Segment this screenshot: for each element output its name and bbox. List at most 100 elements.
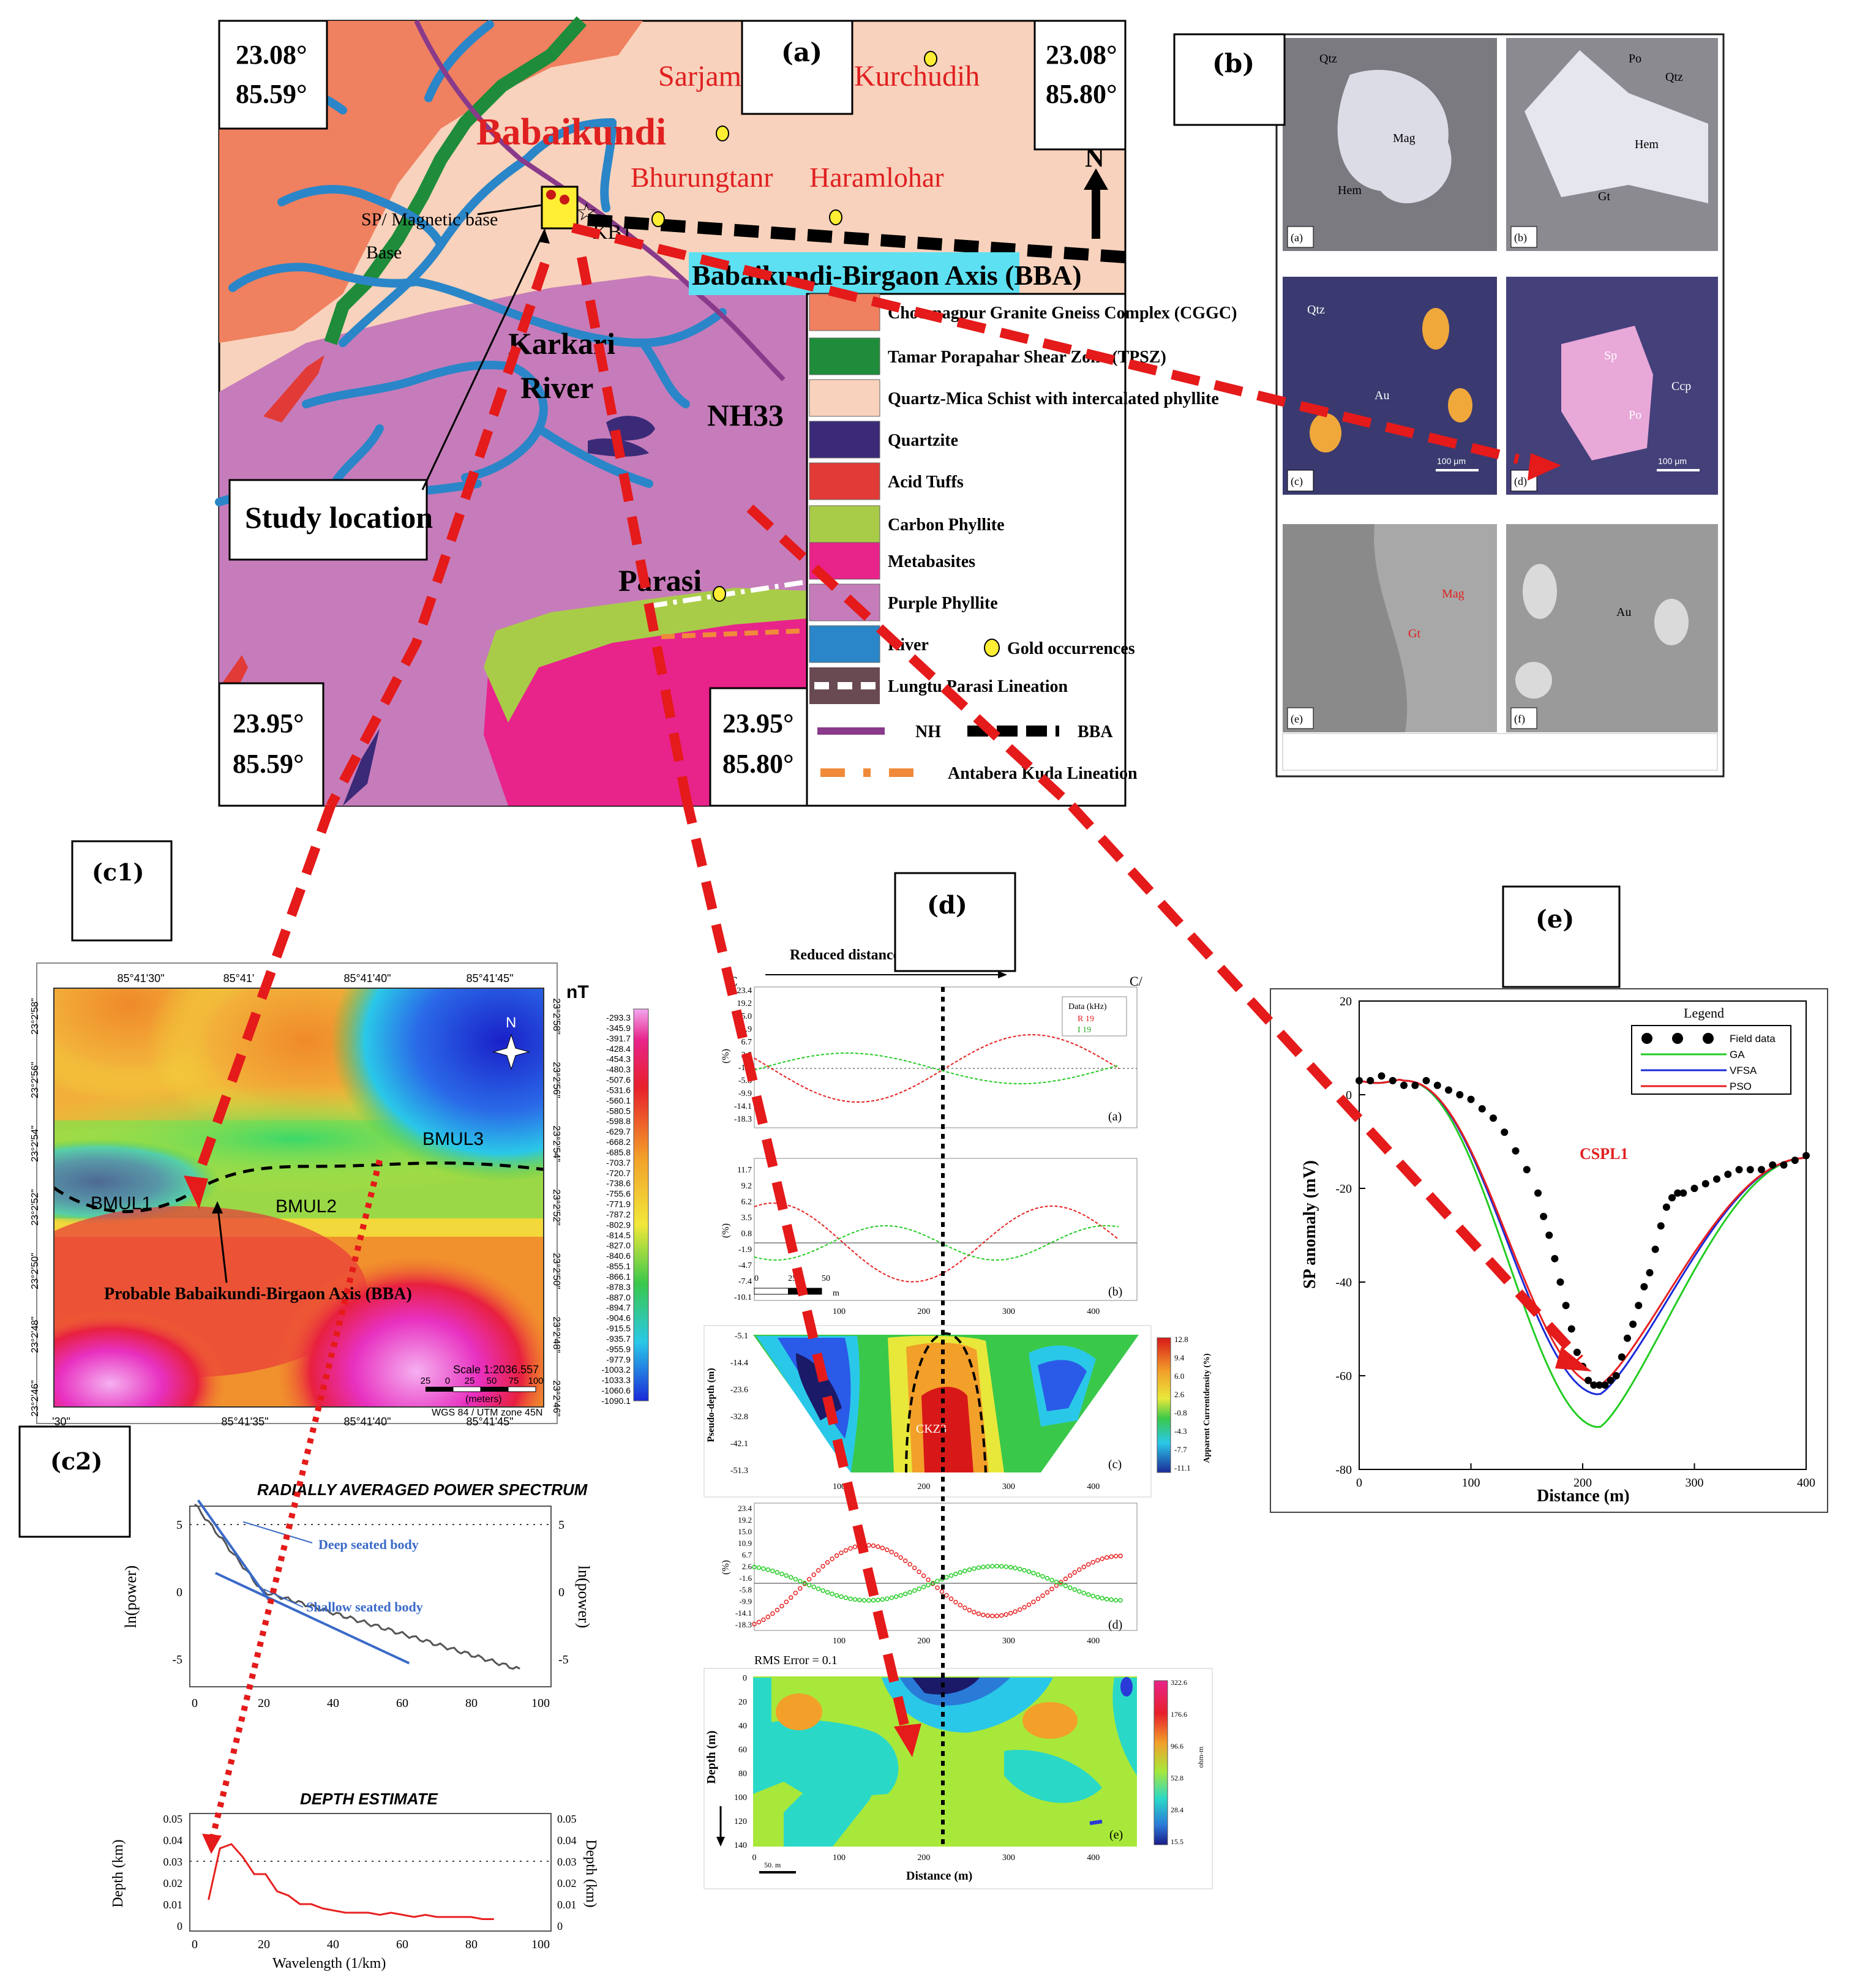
- svg-text:85°41'30": 85°41'30": [117, 972, 164, 985]
- svg-text:0: 0: [558, 1586, 564, 1599]
- field-data-point: [1758, 1166, 1765, 1174]
- legend-item-12: BBA: [967, 722, 1113, 741]
- c1-colorbar-tick: -598.8: [606, 1116, 631, 1126]
- map-legend: Chotanagpur Granite Gneiss Complex (CGGC…: [806, 293, 1237, 807]
- svg-text:6.0: 6.0: [1174, 1371, 1184, 1381]
- svg-text:-14.1: -14.1: [734, 1102, 752, 1111]
- field-data-point: [1713, 1175, 1720, 1183]
- field-data-point: [1769, 1161, 1777, 1169]
- svg-text:-42.1: -42.1: [730, 1439, 748, 1449]
- svg-text:200: 200: [917, 1482, 930, 1491]
- gold-occurrences: [651, 51, 937, 602]
- base-label-2: Base: [366, 242, 402, 263]
- svg-text:85°41'45": 85°41'45": [466, 1416, 513, 1428]
- field-data-point: [1389, 1077, 1397, 1085]
- svg-text:50. m: 50. m: [764, 1861, 781, 1869]
- svg-text:0: 0: [192, 1938, 198, 1951]
- svg-text:-5.1: -5.1: [735, 1332, 748, 1341]
- svg-text:0: 0: [177, 1920, 182, 1932]
- svg-text:50: 50: [822, 1274, 830, 1283]
- svg-text:0: 0: [1346, 1089, 1352, 1102]
- svg-text:-18.3: -18.3: [735, 1620, 752, 1629]
- field-data-point: [1501, 1128, 1509, 1136]
- c1-colorbar-tick: -454.3: [606, 1054, 631, 1064]
- field-data-point: [1356, 1077, 1363, 1085]
- base-point: [546, 190, 556, 200]
- depth-title: DEPTH ESTIMATE: [300, 1790, 438, 1808]
- svg-text:23.95°: 23.95°: [233, 708, 304, 738]
- svg-text:Acid Tuffs: Acid Tuffs: [888, 473, 964, 492]
- svg-text:-9.9: -9.9: [738, 1089, 752, 1098]
- filtered-imag-curve: [754, 1225, 1119, 1261]
- svg-text:Legend: Legend: [1684, 1005, 1724, 1021]
- svg-text:400: 400: [1087, 1853, 1100, 1862]
- base-pointer: [477, 204, 542, 216]
- corner-top-left: 23.08° 85.59°: [218, 20, 328, 130]
- legend-item-10: Lungtu Parasi Lineation: [809, 667, 1068, 704]
- filtered-real-curve: [754, 1202, 1119, 1283]
- svg-text:-80: -80: [1335, 1463, 1352, 1477]
- svg-text:'30": '30": [52, 1416, 70, 1428]
- c1-colorbar-tick: -345.9: [606, 1023, 631, 1033]
- field-data-point: [1791, 1157, 1799, 1165]
- c1-colorbar-tick: -894.7: [606, 1303, 631, 1313]
- svg-text:-18.3: -18.3: [734, 1115, 752, 1124]
- c1-colorbar-tick: -915.5: [606, 1324, 631, 1333]
- field-data-point: [1590, 1381, 1598, 1389]
- place-bhurungtanr: Bhurungtanr: [631, 162, 773, 193]
- svg-text:(e): (e): [1109, 1828, 1123, 1842]
- c1-colorbar-tick: -1090.1: [602, 1396, 631, 1406]
- svg-text:-11.1: -11.1: [1174, 1463, 1191, 1472]
- svg-text:120: 120: [734, 1817, 747, 1826]
- svg-text:0.04: 0.04: [557, 1834, 577, 1847]
- c1-colorbar-tick: -1003.2: [602, 1365, 631, 1375]
- svg-text:Apparent Currentdensity (%): Apparent Currentdensity (%): [1202, 1353, 1212, 1463]
- legend-item-7: Purple Phyllite: [809, 583, 998, 621]
- svg-text:0.8: 0.8: [741, 1229, 752, 1239]
- magnetic-anomaly-map: 85°41'30" 85°41' 85°41'40" 85°41'45" '30" 85°…: [30, 962, 649, 1428]
- svg-text:100: 100: [833, 1307, 846, 1316]
- svg-text:200: 200: [1573, 1476, 1592, 1490]
- deep-fit-line: [197, 1499, 272, 1604]
- sp-ylabel: SP anomaly (mV): [1300, 1160, 1319, 1289]
- c1-unit-label: nT: [566, 982, 589, 1002]
- panel-label-e: (e): [1502, 885, 1621, 988]
- svg-text:Tamar Porapahar Shear Zone (TP: Tamar Porapahar Shear Zone (TPSZ): [888, 348, 1166, 367]
- field-data-point: [1651, 1245, 1659, 1253]
- svg-text:80: 80: [738, 1769, 747, 1779]
- field-data-point: [1668, 1194, 1676, 1202]
- svg-text:RMS Error = 0.1: RMS Error = 0.1: [754, 1654, 838, 1667]
- deep-body-label: Deep seated body: [318, 1537, 419, 1552]
- c1-colorbar-tick: -787.2: [606, 1209, 631, 1219]
- svg-text:19.2: 19.2: [737, 999, 752, 1008]
- svg-text:300: 300: [1002, 1307, 1015, 1316]
- svg-text:6.7: 6.7: [741, 1038, 752, 1047]
- quartzite-unit-3: [343, 729, 380, 806]
- legend-item-1: Tamar Porapahar Shear Zone (TPSZ): [809, 337, 1166, 375]
- svg-text:25: 25: [465, 1376, 475, 1386]
- field-data-point: [1618, 1353, 1626, 1361]
- c1-colorbar-tick: -935.7: [606, 1333, 631, 1343]
- svg-text:2.6: 2.6: [1174, 1390, 1185, 1399]
- svg-text:-60: -60: [1335, 1370, 1352, 1383]
- svg-text:9.2: 9.2: [741, 1182, 752, 1191]
- field-data-point: [1567, 1325, 1575, 1333]
- field-data-point: [1607, 1376, 1615, 1384]
- svg-text:-5.8: -5.8: [739, 1585, 752, 1594]
- svg-text:100: 100: [734, 1793, 747, 1802]
- svg-text:(d): (d): [1514, 475, 1527, 488]
- svg-text:20: 20: [1340, 995, 1352, 1008]
- c1-colorbar-tick: -560.1: [606, 1095, 631, 1105]
- field-data-point: [1551, 1255, 1559, 1262]
- svg-text:0: 0: [752, 1853, 757, 1862]
- field-data-point: [1478, 1105, 1486, 1112]
- svg-text:m: m: [833, 1289, 839, 1298]
- svg-text:(%): (%): [721, 1049, 731, 1063]
- svg-text:(c): (c): [1291, 475, 1303, 488]
- mineral-label: Hem: [1635, 138, 1659, 151]
- acid-tuff-unit: [263, 355, 324, 422]
- sp-profile-label: CSPL1: [1580, 1145, 1628, 1163]
- c1-colorbar-tick: -827.0: [606, 1240, 631, 1250]
- svg-text:85.59°: 85.59°: [236, 79, 307, 109]
- svg-text:85.80°: 85.80°: [722, 749, 794, 779]
